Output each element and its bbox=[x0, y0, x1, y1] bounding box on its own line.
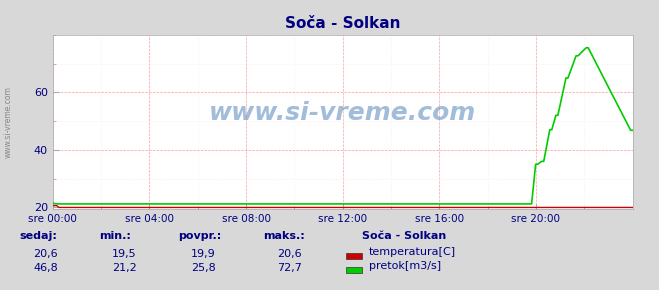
Title: Soča - Solkan: Soča - Solkan bbox=[285, 16, 401, 31]
Text: 46,8: 46,8 bbox=[33, 263, 58, 273]
Text: 20,6: 20,6 bbox=[33, 249, 57, 259]
Text: www.si-vreme.com: www.si-vreme.com bbox=[209, 101, 476, 125]
Text: 19,9: 19,9 bbox=[191, 249, 216, 259]
Text: 21,2: 21,2 bbox=[112, 263, 137, 273]
Text: 19,5: 19,5 bbox=[112, 249, 136, 259]
Text: 20,6: 20,6 bbox=[277, 249, 301, 259]
Text: sedaj:: sedaj: bbox=[20, 231, 57, 241]
Text: povpr.:: povpr.: bbox=[178, 231, 221, 241]
Text: temperatura[C]: temperatura[C] bbox=[369, 247, 456, 257]
Text: pretok[m3/s]: pretok[m3/s] bbox=[369, 261, 441, 271]
Text: 72,7: 72,7 bbox=[277, 263, 302, 273]
Text: 25,8: 25,8 bbox=[191, 263, 216, 273]
Text: min.:: min.: bbox=[99, 231, 130, 241]
Text: Soča - Solkan: Soča - Solkan bbox=[362, 231, 447, 241]
Text: www.si-vreme.com: www.si-vreme.com bbox=[3, 86, 13, 158]
Text: maks.:: maks.: bbox=[264, 231, 305, 241]
